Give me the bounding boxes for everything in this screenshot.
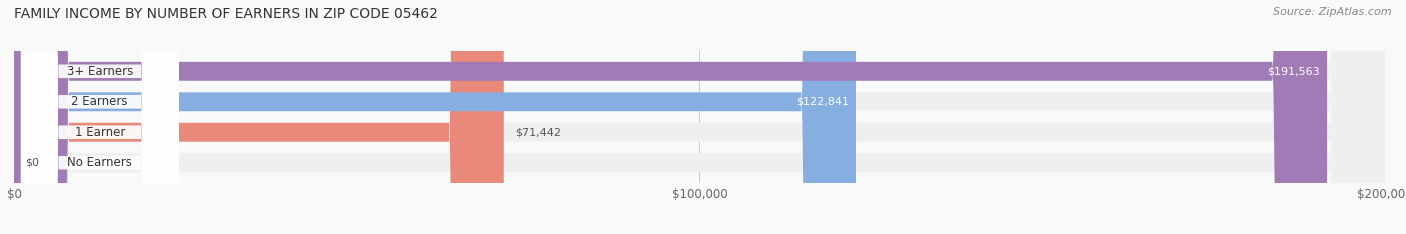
FancyBboxPatch shape bbox=[14, 0, 1385, 234]
Text: $122,841: $122,841 bbox=[796, 97, 849, 107]
Text: 1 Earner: 1 Earner bbox=[75, 126, 125, 139]
Text: $191,563: $191,563 bbox=[1268, 66, 1320, 76]
Text: 2 Earners: 2 Earners bbox=[72, 95, 128, 108]
FancyBboxPatch shape bbox=[21, 0, 179, 234]
FancyBboxPatch shape bbox=[14, 0, 1385, 234]
FancyBboxPatch shape bbox=[21, 0, 179, 234]
FancyBboxPatch shape bbox=[21, 0, 179, 234]
FancyBboxPatch shape bbox=[21, 0, 179, 234]
Text: Source: ZipAtlas.com: Source: ZipAtlas.com bbox=[1274, 7, 1392, 17]
Text: FAMILY INCOME BY NUMBER OF EARNERS IN ZIP CODE 05462: FAMILY INCOME BY NUMBER OF EARNERS IN ZI… bbox=[14, 7, 437, 21]
FancyBboxPatch shape bbox=[14, 0, 1385, 234]
Text: $0: $0 bbox=[25, 158, 39, 168]
Text: $71,442: $71,442 bbox=[515, 127, 561, 137]
Text: 3+ Earners: 3+ Earners bbox=[66, 65, 132, 78]
FancyBboxPatch shape bbox=[14, 0, 503, 234]
FancyBboxPatch shape bbox=[14, 0, 856, 234]
FancyBboxPatch shape bbox=[14, 0, 1385, 234]
Text: No Earners: No Earners bbox=[67, 156, 132, 169]
FancyBboxPatch shape bbox=[14, 0, 1327, 234]
